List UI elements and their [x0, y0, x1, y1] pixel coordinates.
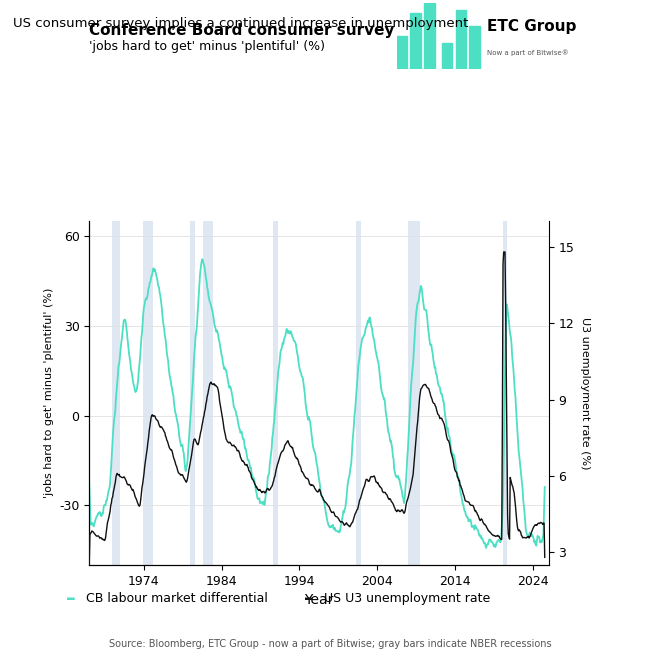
Text: –: –	[66, 589, 76, 607]
Text: CB labour market differential: CB labour market differential	[86, 592, 268, 605]
Text: 'jobs hard to get' minus 'plentiful' (%): 'jobs hard to get' minus 'plentiful' (%)	[89, 40, 325, 53]
Y-axis label: U3 unemployment rate (%): U3 unemployment rate (%)	[580, 317, 590, 469]
Bar	[469, 26, 480, 69]
X-axis label: Year: Year	[304, 594, 334, 607]
Text: US U3 unemployment rate: US U3 unemployment rate	[324, 592, 490, 605]
Y-axis label: 'jobs hard to get' minus 'plentiful' (%): 'jobs hard to get' minus 'plentiful' (%)	[44, 288, 54, 498]
Text: ETC Group: ETC Group	[487, 19, 576, 34]
Bar	[397, 36, 407, 69]
Bar	[424, 3, 435, 69]
Bar	[356, 221, 361, 565]
Bar	[203, 221, 213, 565]
Bar	[504, 221, 506, 565]
Text: Source: Bloomberg, ETC Group - now a part of Bitwise; gray bars indicate NBER re: Source: Bloomberg, ETC Group - now a par…	[109, 639, 552, 649]
Bar	[143, 221, 153, 565]
Bar	[410, 13, 421, 69]
Bar	[273, 221, 278, 565]
Text: Now a part of Bitwise®: Now a part of Bitwise®	[487, 50, 568, 56]
Text: –: –	[304, 589, 314, 607]
Bar	[190, 221, 195, 565]
Bar	[408, 221, 420, 565]
Bar	[442, 43, 453, 69]
Text: US consumer survey implies a continued increase in unemployment: US consumer survey implies a continued i…	[13, 17, 469, 30]
Text: Conference Board consumer survey: Conference Board consumer survey	[89, 23, 395, 38]
Bar	[455, 10, 466, 69]
Bar	[112, 221, 120, 565]
